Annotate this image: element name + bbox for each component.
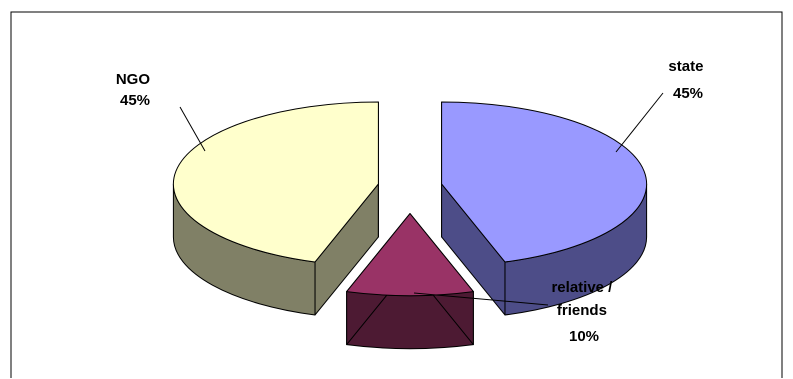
data-label-relative-friends: relative / friends 10% [551,279,616,345]
data-label-state: state 45% [668,58,707,102]
pie-slice-ngo [172,101,379,316]
pie-slice-relative-friends [346,213,474,350]
data-label-state-percent: 45% [673,85,703,102]
data-label-state-name: state [668,58,703,75]
pie-slice-state-top [441,101,648,263]
pie-slice-state [441,101,648,316]
chart-border [10,11,783,378]
data-label-relative-friends-name-1: relative / [551,279,613,296]
pie-slice-relative-friends-top [346,213,474,297]
pie-slice-ngo-top [172,101,379,263]
leader-line-state [615,92,664,153]
data-label-ngo-percent: 45% [120,92,150,109]
data-label-relative-friends-percent: 10% [569,328,599,345]
leader-line-ngo [179,106,206,152]
data-label-relative-friends-name-2: friends [557,302,607,319]
data-label-ngo-name: NGO [116,71,151,88]
pie-slices [172,101,648,350]
leader-line-relative-friends [413,292,549,306]
data-label-ngo: NGO 45% [116,71,154,109]
